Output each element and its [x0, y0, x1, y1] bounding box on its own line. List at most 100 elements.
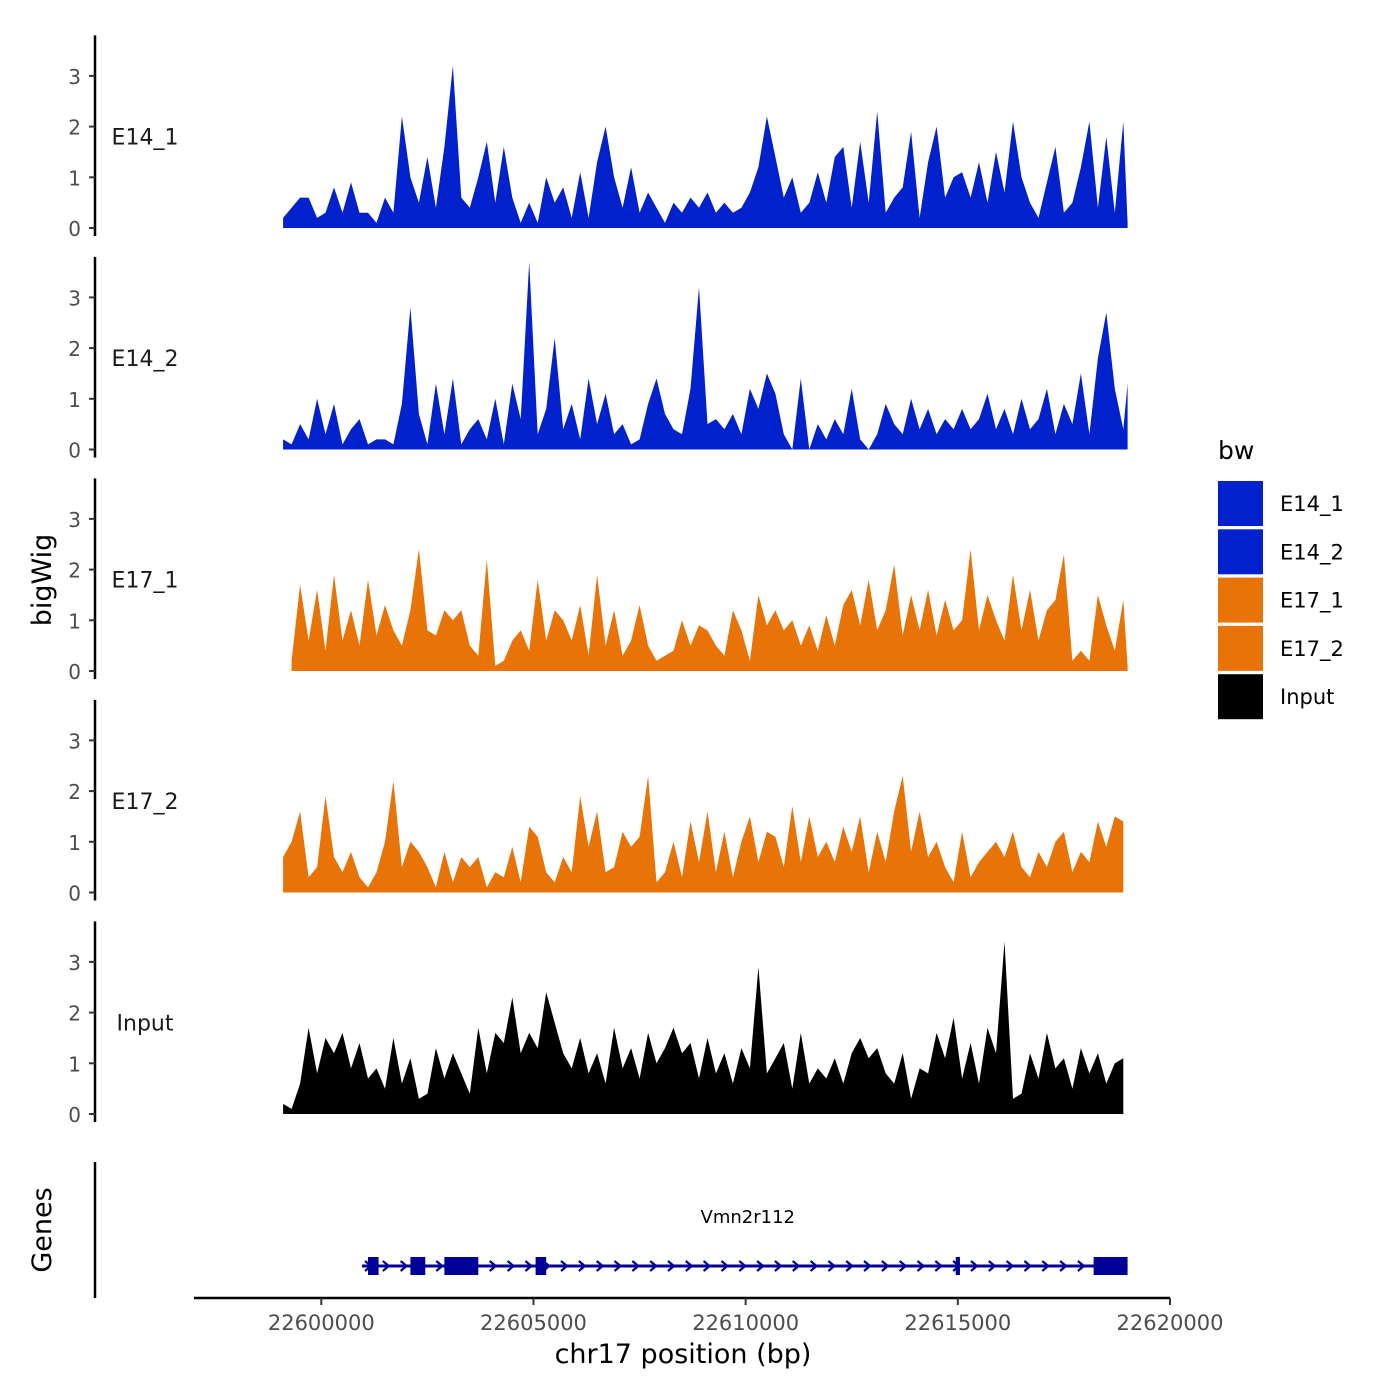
legend-label: E14_1	[1280, 492, 1344, 517]
legend-item-E17_1: E17_1	[1218, 577, 1344, 623]
strand-arrow	[863, 1260, 872, 1272]
strand-arrow	[595, 1260, 605, 1272]
y-axis-title: bigWig	[27, 534, 58, 627]
y-tick-label: 1	[68, 388, 81, 412]
coverage-area-Input	[283, 941, 1124, 1114]
genes-axis-title: Genes	[27, 1187, 58, 1272]
y-tick-label: 0	[68, 882, 81, 906]
strand-arrow	[898, 1260, 908, 1272]
legend-label: Input	[1280, 685, 1334, 709]
strand-arrow	[506, 1260, 516, 1272]
strand-arrow	[827, 1260, 837, 1272]
y-tick-label: 0	[68, 660, 81, 684]
strand-arrow	[613, 1260, 623, 1272]
coverage-area-E17_1	[291, 549, 1128, 671]
track-label: Input	[117, 1012, 174, 1037]
legend-title: bw	[1218, 436, 1254, 465]
strand-arrow	[382, 1260, 391, 1272]
track-E14_1: 0 1 2 3 E14_1	[68, 35, 1128, 241]
strand-arrow	[970, 1260, 979, 1272]
strand-arrow	[916, 1260, 926, 1272]
x-tick-label: 22620000	[1117, 1311, 1224, 1335]
exon-block	[955, 1257, 960, 1275]
strand-arrow	[631, 1260, 641, 1272]
y-tick-label: 1	[68, 1052, 81, 1076]
strand-arrow	[881, 1260, 890, 1272]
track-label: E17_2	[112, 790, 179, 815]
legend-swatch	[1218, 674, 1263, 720]
strand-arrow	[702, 1260, 712, 1272]
exon-block	[535, 1257, 547, 1275]
coverage-area-E14_2	[283, 261, 1128, 450]
track-label: E14_2	[112, 347, 179, 372]
legend-swatch	[1218, 577, 1263, 623]
gene-name-label: Vmn2r112	[701, 1207, 795, 1228]
y-tick-label: 2	[68, 559, 81, 583]
y-tick-label: 1	[68, 166, 81, 190]
x-tick-label: 22605000	[480, 1311, 587, 1335]
legend-label: E17_1	[1280, 589, 1344, 614]
y-tick-label: 3	[68, 65, 81, 89]
y-tick-label: 1	[68, 609, 81, 633]
legend-swatch	[1218, 529, 1263, 575]
track-label: E17_1	[112, 569, 179, 594]
legend-swatch	[1218, 625, 1263, 671]
y-tick-label: 2	[68, 337, 81, 361]
strand-arrow	[524, 1260, 534, 1272]
legend: bw E14_1 E14_2 E17_1 E17_2 Input	[1218, 436, 1344, 720]
strand-arrow	[435, 1260, 444, 1272]
strand-arrow	[792, 1260, 801, 1272]
y-tick-label: 3	[68, 951, 81, 975]
y-tick-label: 3	[68, 286, 81, 310]
track-E17_2: 0 1 2 3 E17_2	[68, 699, 1124, 906]
exon-block	[410, 1257, 426, 1275]
strand-arrow	[560, 1260, 569, 1272]
strand-arrow	[649, 1260, 658, 1272]
x-tick-label: 22615000	[904, 1311, 1011, 1335]
track-label: E14_1	[112, 126, 179, 151]
y-tick-label: 0	[68, 1103, 81, 1127]
legend-label: E17_2	[1280, 637, 1344, 662]
strand-arrow	[667, 1260, 676, 1272]
legend-item-E14_1: E14_1	[1218, 481, 1344, 526]
exon-block	[1093, 1257, 1128, 1275]
strand-arrow	[1077, 1260, 1086, 1272]
track-E14_2: 0 1 2 3 E14_2	[68, 256, 1128, 463]
strand-arrow	[489, 1260, 498, 1272]
y-tick-label: 0	[68, 439, 81, 463]
exon-block	[367, 1257, 379, 1275]
track-E17_1: 0 1 2 3 E17_1	[68, 478, 1128, 684]
y-tick-label: 0	[68, 217, 81, 241]
strand-arrow	[685, 1260, 694, 1272]
legend-item-Input: Input	[1218, 674, 1334, 720]
y-tick-label: 2	[68, 116, 81, 140]
strand-arrow	[774, 1260, 783, 1272]
y-tick-label: 3	[68, 729, 81, 753]
x-axis-title: chr17 position (bp)	[555, 1339, 812, 1370]
strand-arrow	[1059, 1260, 1068, 1272]
y-tick-label: 3	[68, 508, 81, 532]
y-tick-label: 2	[68, 1002, 81, 1026]
legend-swatch	[1218, 481, 1263, 526]
y-tick-label: 1	[68, 831, 81, 855]
legend-item-E14_2: E14_2	[1218, 529, 1344, 575]
strand-arrow	[756, 1260, 765, 1272]
strand-arrow	[988, 1260, 997, 1272]
strand-arrow	[399, 1260, 409, 1272]
x-axis: 22600000 22605000 22610000 22615000 22620000	[194, 1296, 1224, 1335]
coverage-area-E17_2	[283, 775, 1124, 893]
strand-arrow	[1023, 1260, 1033, 1272]
strand-arrow	[720, 1260, 730, 1272]
x-tick-label: 22610000	[692, 1311, 799, 1335]
strand-arrow	[845, 1260, 854, 1272]
strand-arrow	[934, 1260, 944, 1272]
strand-arrow	[1005, 1260, 1015, 1272]
y-tick-label: 2	[68, 780, 81, 804]
strand-arrow	[809, 1260, 819, 1272]
strand-arrow	[578, 1260, 587, 1272]
coverage-area-E14_1	[283, 65, 1128, 228]
gene-track-panel: Vmn2r112	[93, 1162, 1128, 1298]
strand-arrow	[738, 1260, 747, 1272]
legend-label: E14_2	[1280, 540, 1344, 565]
